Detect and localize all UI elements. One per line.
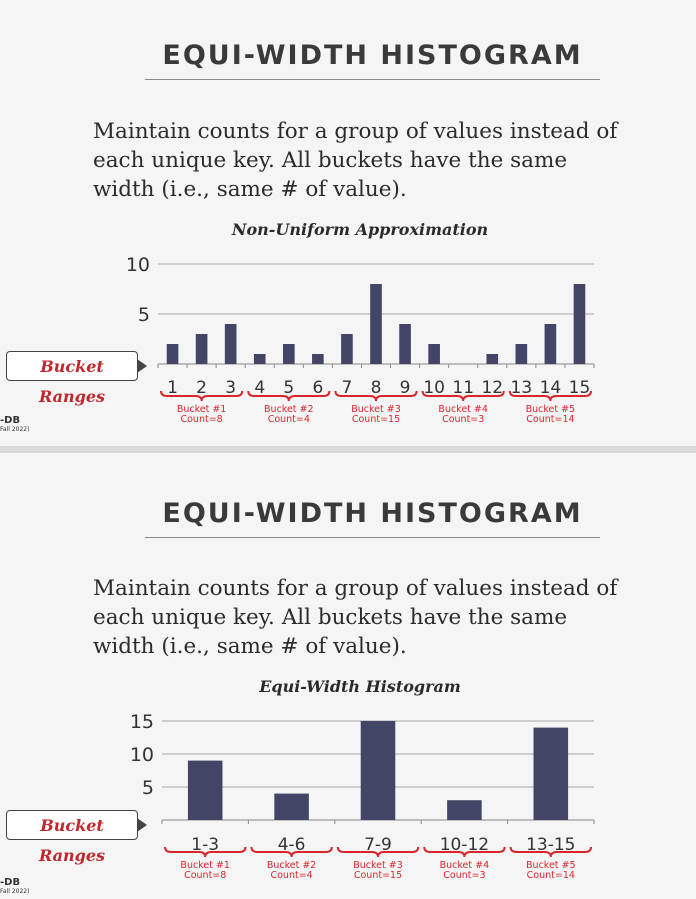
bar <box>187 760 223 820</box>
x-tick-label: 13-15 <box>526 835 575 855</box>
footer-semester: Fall 2022) <box>0 888 30 895</box>
bucket-label: Bucket #5 <box>526 404 576 415</box>
bar <box>573 284 586 364</box>
x-tick-label: 7 <box>342 378 353 398</box>
bar <box>515 344 528 364</box>
bucket-brace <box>164 846 247 858</box>
bucket-brace <box>247 390 331 402</box>
slide-separator <box>0 446 696 453</box>
slide-title: EQUI-WIDTH HISTOGRAM <box>162 498 583 529</box>
y-tick-label: 10 <box>130 744 154 766</box>
slide-body-text: Maintain counts for a group of values in… <box>93 119 618 202</box>
bucket-brace <box>423 846 506 858</box>
chart-title: Equi-Width Histogram <box>259 677 461 696</box>
bucket-label: Bucket #2 <box>267 860 317 871</box>
bucket-count: Count=14 <box>527 870 575 881</box>
bar <box>360 721 396 820</box>
slide-2: EQUI-WIDTH HISTOGRAM Maintain counts for… <box>0 453 696 899</box>
bucket-count: Count=3 <box>442 414 484 425</box>
chart-title: Non-Uniform Approximation <box>231 220 489 239</box>
histogram-chart-2: 5 10 15 1-3 4-6 7-9 10-12 13-15 Bucket #1Count=8… <box>130 711 595 881</box>
bar <box>253 354 266 364</box>
bar <box>224 324 237 364</box>
bucket-label: Bucket #1 <box>177 404 227 415</box>
bar <box>341 334 353 364</box>
x-tick-label: 9 <box>400 378 411 398</box>
bucket-label: Bucket #4 <box>440 860 490 871</box>
bar <box>195 334 208 364</box>
footer-course: -DB <box>0 877 21 888</box>
bucket-count: Count=4 <box>268 414 310 425</box>
bar <box>370 284 382 364</box>
bucket-brace <box>250 846 333 858</box>
x-tick-label: 14 <box>540 378 562 398</box>
bucket-brace <box>421 390 505 402</box>
bucket-count: Count=3 <box>443 870 485 881</box>
bucket-brace <box>160 390 244 402</box>
x-tick-label: 10-12 <box>440 835 489 855</box>
bucket-brace <box>508 390 592 402</box>
slide-body-text: Maintain counts for a group of values in… <box>93 576 618 659</box>
bucket-count: Count=14 <box>526 414 574 425</box>
x-tick-label: 8 <box>371 378 382 398</box>
bucket-count: Count=15 <box>352 414 400 425</box>
bar <box>533 727 569 820</box>
title-divider <box>145 537 600 538</box>
bucket-brace <box>509 846 592 858</box>
x-tick-label: 1 <box>167 378 178 398</box>
bar <box>274 793 309 820</box>
y-tick-label: 10 <box>126 254 150 276</box>
footer-semester: Fall 2022) <box>0 426 30 433</box>
bar <box>486 354 499 364</box>
y-tick-label: 15 <box>130 711 154 733</box>
x-tick-label: 5 <box>283 378 294 398</box>
bucket-brace <box>336 846 420 858</box>
bucket-label: Bucket #1 <box>180 860 230 871</box>
footer-course: -DB <box>0 415 21 426</box>
bar <box>282 344 295 364</box>
bucket-label: Bucket #3 <box>351 404 401 415</box>
x-tick-label: 12 <box>481 378 503 398</box>
bucket-count: Count=8 <box>180 414 222 425</box>
x-tick-label: 13 <box>511 378 533 398</box>
x-tick-label: 1-3 <box>191 835 219 855</box>
bucket-count: Count=4 <box>270 870 312 881</box>
bar <box>447 800 482 820</box>
bucket-label: Bucket #5 <box>526 860 576 871</box>
bar <box>428 344 440 364</box>
bar <box>399 324 411 364</box>
x-tick-label: 15 <box>569 378 591 398</box>
x-tick-label: 4 <box>254 378 265 398</box>
slide-1: EQUI-WIDTH HISTOGRAM Maintain counts for… <box>0 0 696 446</box>
slide-title: EQUI-WIDTH HISTOGRAM <box>162 40 583 71</box>
bucket-label: Bucket #3 <box>353 860 403 871</box>
y-tick-label: 5 <box>142 777 154 799</box>
x-tick-label: 6 <box>312 378 323 398</box>
bucket-ranges-callout: Bucket Ranges <box>6 810 138 865</box>
x-tick-label: 4-6 <box>278 835 306 855</box>
bucket-count: Count=15 <box>354 870 402 881</box>
x-tick-label: 2 <box>196 378 207 398</box>
x-tick-label: 10 <box>423 378 445 398</box>
bar <box>544 324 557 364</box>
bucket-brace <box>334 390 418 402</box>
callout-pointer <box>137 359 147 373</box>
footer: -DB Fall 2022) <box>0 415 29 433</box>
callout-pointer <box>137 818 147 832</box>
y-tick-label: 5 <box>138 304 150 326</box>
bucket-count: Count=8 <box>184 870 226 881</box>
x-tick-label: 7-9 <box>364 835 392 855</box>
title-divider <box>145 79 600 80</box>
footer: -DB Fall 2022) <box>0 877 29 895</box>
bar <box>166 344 179 364</box>
x-tick-label: 11 <box>452 378 474 398</box>
bucket-ranges-callout: Bucket Ranges <box>6 351 138 406</box>
x-tick-label: 3 <box>225 378 236 398</box>
bucket-label: Bucket #2 <box>264 404 314 415</box>
bar <box>312 354 324 364</box>
bucket-label: Bucket #4 <box>438 404 488 415</box>
